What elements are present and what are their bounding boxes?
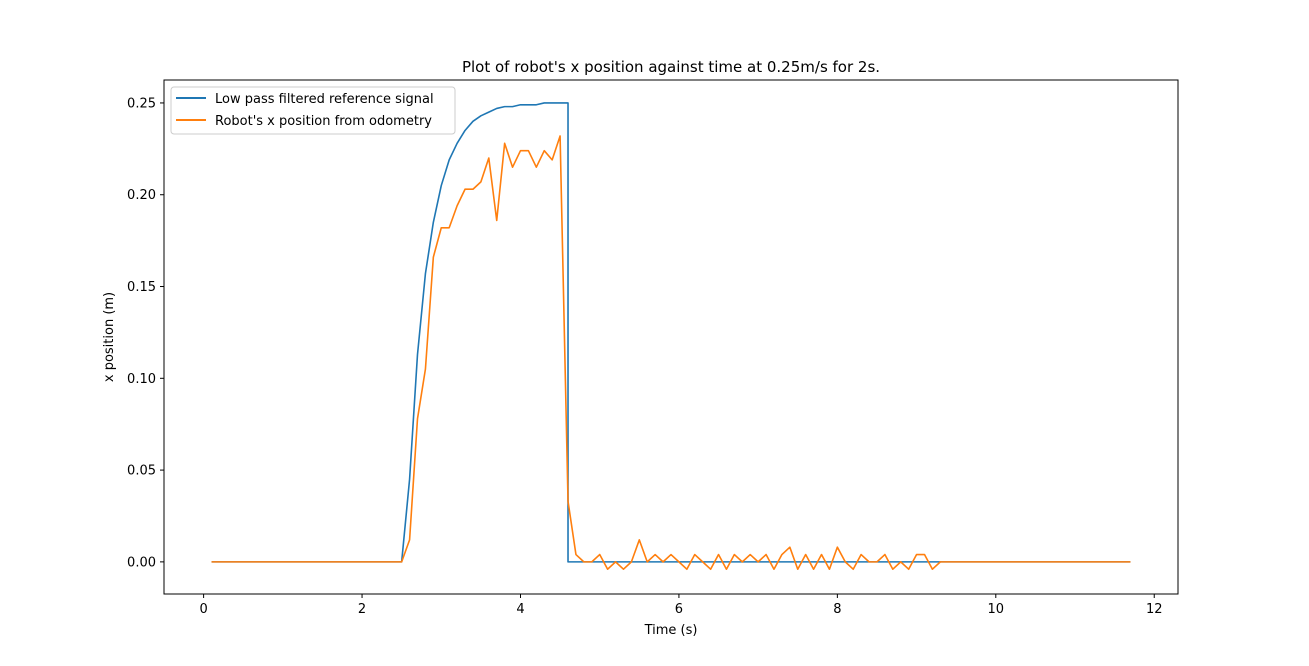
series-layer — [211, 102, 1131, 571]
legend-label-odometry: Robot's x position from odometry — [215, 114, 432, 129]
y-tick-label: 0.25 — [127, 96, 156, 111]
x-axis-label: Time (s) — [644, 623, 698, 638]
x-tick-label: 6 — [675, 602, 683, 617]
y-axis-label: x position (m) — [102, 292, 117, 382]
y-tick-label: 0.20 — [127, 188, 156, 203]
axes-frame — [163, 79, 1179, 595]
legend-box — [170, 86, 456, 135]
chart-title: Plot of robot's x position against time … — [462, 58, 880, 76]
series-line-reference — [211, 102, 1131, 563]
y-axis: 0.00 0.05 0.10 0.15 0.20 0.25 — [127, 96, 164, 570]
x-tick-label: 10 — [988, 602, 1005, 617]
plot-area — [163, 79, 1179, 595]
y-tick-label: 0.15 — [127, 280, 156, 295]
x-tick-label: 4 — [516, 602, 524, 617]
x-tick-label: 12 — [1146, 602, 1163, 617]
y-tick-label: 0.10 — [127, 372, 156, 387]
x-axis: 0 2 4 6 8 10 12 — [199, 594, 1163, 617]
legend: Low pass filtered reference signal Robot… — [170, 86, 456, 135]
y-tick-label: 0.00 — [127, 555, 156, 570]
y-tick-label: 0.05 — [127, 464, 156, 479]
x-tick-label: 8 — [833, 602, 841, 617]
legend-label-reference: Low pass filtered reference signal — [215, 92, 434, 107]
x-tick-label: 0 — [199, 602, 207, 617]
x-tick-label: 2 — [358, 602, 366, 617]
series-line-odometry — [211, 135, 1131, 571]
